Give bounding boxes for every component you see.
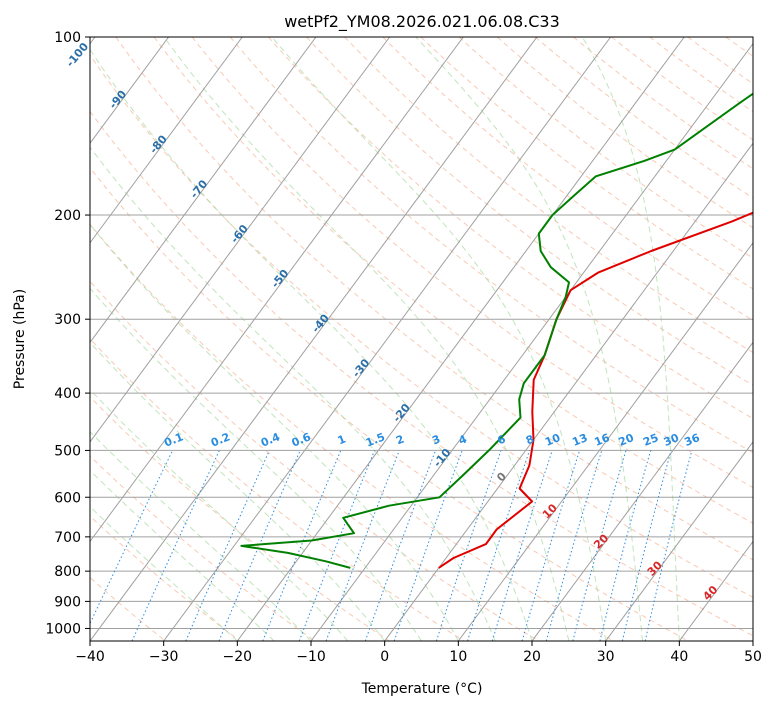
mixing-ratio-line xyxy=(521,450,581,641)
moist-adiabat-line xyxy=(90,223,459,641)
dry-adiabat-line xyxy=(344,37,753,353)
background-lines xyxy=(90,37,775,641)
dry-adiabat-line xyxy=(764,37,775,641)
mixing-ratio-label: 3 xyxy=(430,433,442,448)
isotherm-gridline xyxy=(90,37,170,145)
y-tick-label: 700 xyxy=(54,530,81,546)
x-tick-label: 10 xyxy=(449,649,467,665)
x-tick-label: −20 xyxy=(223,649,253,665)
y-tick-label: 900 xyxy=(54,594,81,610)
plot-frame xyxy=(89,36,754,642)
isotherm-gridline xyxy=(457,241,753,641)
x-tick-label: −10 xyxy=(296,649,326,665)
mixing-ratio-line xyxy=(364,450,437,641)
isotherm-gridline xyxy=(605,441,753,641)
y-tick-label: 200 xyxy=(54,208,81,224)
isotherm-gridline xyxy=(752,640,753,641)
dry-adiabat-line xyxy=(90,455,315,641)
moist-adiabat-line xyxy=(90,388,349,641)
x-tick-label: 40 xyxy=(670,649,688,665)
chart-title: wetPf2_YM08.2026.021.06.08.C33 xyxy=(284,12,560,32)
mixing-ratio-line xyxy=(491,450,553,641)
dry-adiabat-line xyxy=(90,54,753,598)
y-tick-label: 400 xyxy=(54,386,81,402)
moist-adiabat-line xyxy=(415,37,643,641)
y-tick-label: 1000 xyxy=(45,621,81,637)
isotherm-gridline xyxy=(90,37,317,344)
mixing-ratio-line xyxy=(599,450,652,641)
dry-adiabat-line xyxy=(458,37,753,259)
mixing-ratio-label: 36 xyxy=(682,431,701,449)
mixing-ratio-label: 2 xyxy=(394,433,406,448)
x-tick-label: −40 xyxy=(75,649,105,665)
mixing-ratio-line xyxy=(393,450,463,641)
mixing-ratio-line xyxy=(572,450,627,641)
y-tick-label: 600 xyxy=(54,490,81,506)
series-lines xyxy=(240,92,753,569)
mixing-ratio-line xyxy=(298,450,376,641)
y-tick-label: 800 xyxy=(54,564,81,580)
y-tick-label: 500 xyxy=(54,443,81,459)
x-tick-label: 0 xyxy=(380,649,389,665)
mixing-ratio-label: 16 xyxy=(593,431,612,449)
x-tick-label: 30 xyxy=(597,649,615,665)
moist-adiabat-line xyxy=(271,37,607,641)
isotherm-gridline xyxy=(90,37,243,244)
moist-adiabat-line xyxy=(90,469,275,641)
mixing-ratio-label: 8 xyxy=(524,433,536,448)
isotherm-gridline xyxy=(384,142,753,641)
dry-adiabat-line xyxy=(90,396,390,641)
x-tick-label: 20 xyxy=(523,649,541,665)
mixing-ratio-label: 13 xyxy=(570,431,589,449)
mixing-ratio-line xyxy=(545,450,603,641)
mixing-ratio-line xyxy=(435,450,502,641)
y-tick-label: 300 xyxy=(54,312,81,328)
axis-ticks: −40 −30 −20 −10 0 10 20 30 40 50 100 200 300 400 500 60… xyxy=(45,30,762,665)
x-tick-label: −30 xyxy=(149,649,179,665)
dewpoint-profile-line xyxy=(240,92,753,569)
moist-adiabat-line xyxy=(90,341,386,641)
isotherm-gridline xyxy=(90,37,538,641)
moist-adiabat-line xyxy=(581,37,680,641)
mixing-ratio-label: 20 xyxy=(617,431,636,449)
moist-adiabat-line xyxy=(90,506,238,641)
x-axis-label: Temperature (°C) xyxy=(361,681,483,697)
dry-adiabat-line xyxy=(90,280,540,641)
moist-adiabat-line xyxy=(90,48,533,641)
mixing-ratio-label: 30 xyxy=(662,431,681,449)
mixing-ratio-line xyxy=(262,450,342,641)
isotherm-gridline xyxy=(531,341,753,641)
mixing-ratio-line xyxy=(325,450,400,641)
dry-adiabat-line xyxy=(191,37,753,489)
dry-adiabat-line xyxy=(90,110,753,637)
mixing-ratio-label: 10 xyxy=(543,431,562,449)
dry-adiabat-line xyxy=(153,37,753,524)
y-axis-label: Pressure (hPa) xyxy=(12,289,28,389)
dry-adiabat-line xyxy=(90,515,241,641)
isotherm-gridline xyxy=(90,37,464,543)
isotherm-gridline xyxy=(163,37,612,641)
dry-adiabat-line xyxy=(306,37,753,386)
y-tick-label: 100 xyxy=(54,30,81,46)
moist-adiabat-line xyxy=(163,37,570,641)
moist-adiabat-line xyxy=(90,287,422,641)
dry-adiabat-line xyxy=(229,37,753,454)
isotherm-gridline xyxy=(310,42,753,641)
dry-adiabat-line xyxy=(534,37,753,199)
mixing-ratio-line xyxy=(218,450,301,641)
mixing-ratio-line xyxy=(467,450,531,641)
x-tick-label: 50 xyxy=(744,649,762,665)
dry-adiabat-line xyxy=(115,37,753,561)
mixing-ratio-label: 1 xyxy=(336,433,348,448)
isotherm-gridline xyxy=(90,37,391,443)
plot-background xyxy=(90,37,753,641)
mixing-ratio-line xyxy=(621,450,672,641)
mixing-ratio-line xyxy=(185,450,270,641)
mixing-ratio-line xyxy=(644,450,693,641)
mixing-ratio-label: 25 xyxy=(641,431,660,449)
